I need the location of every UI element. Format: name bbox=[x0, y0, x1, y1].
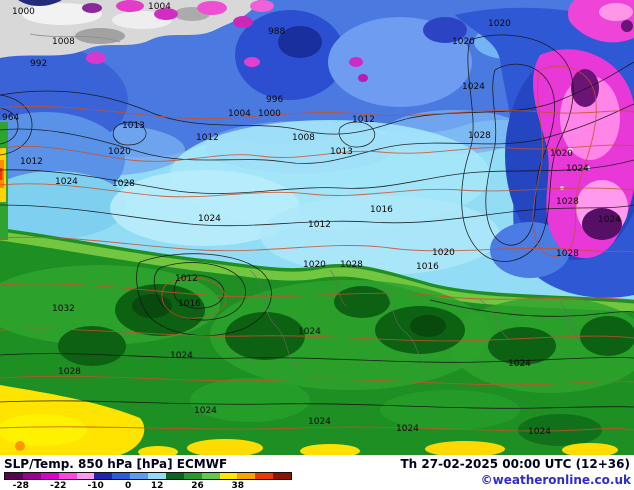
colorbar-segment bbox=[148, 473, 166, 479]
colorbar-segment bbox=[112, 473, 131, 479]
temperature-contour-lines bbox=[0, 65, 634, 432]
colorbar-segment bbox=[273, 473, 291, 479]
coastline-lines bbox=[249, 269, 581, 371]
colorbar-segment bbox=[255, 473, 274, 479]
colorbar-segment bbox=[76, 473, 95, 479]
colorbar-tick: -28 bbox=[12, 481, 29, 490]
colorbar-segment bbox=[201, 473, 220, 479]
colorbar-segment bbox=[237, 473, 256, 479]
colorbar-segment bbox=[5, 473, 23, 479]
colorbar-tick: 38 bbox=[231, 481, 245, 490]
colorbar-tick: -10 bbox=[87, 481, 104, 490]
colorbar-segment bbox=[183, 473, 202, 479]
temperature-colorbar bbox=[4, 472, 292, 480]
datetime-label: Th 27-02-2025 00:00 UTC (12+36) bbox=[400, 457, 630, 471]
isobar-lines bbox=[0, 34, 634, 409]
colorbar-segment bbox=[58, 473, 77, 479]
map-footer: SLP/Temp. 850 hPa [hPa] ECMWF Th 27-02-2… bbox=[0, 455, 634, 490]
map-canvas: 1000 1004 988 1008 992 964 1012 1024 1020 1028 101… bbox=[0, 0, 634, 455]
colorbar-segment bbox=[130, 473, 148, 479]
copyright-label: ©weatheronline.co.uk bbox=[480, 473, 631, 487]
colorbar-segment bbox=[165, 473, 184, 479]
colorbar-segment bbox=[40, 473, 59, 479]
colorbar-tick: 0 bbox=[124, 481, 132, 490]
colorbar-segment bbox=[219, 473, 238, 479]
product-label: SLP/Temp. 850 hPa [hPa] ECMWF bbox=[4, 457, 228, 471]
colorbar-ticks: -28 -22 -10 0 12 26 38 bbox=[4, 481, 292, 490]
map-artwork bbox=[0, 0, 634, 455]
colorbar-tick: 26 bbox=[191, 481, 204, 490]
colorbar-tick: -22 bbox=[50, 481, 67, 490]
colorbar-segment bbox=[22, 473, 41, 479]
colorbar-tick: 12 bbox=[150, 481, 164, 490]
colorbar-segment bbox=[94, 473, 113, 479]
